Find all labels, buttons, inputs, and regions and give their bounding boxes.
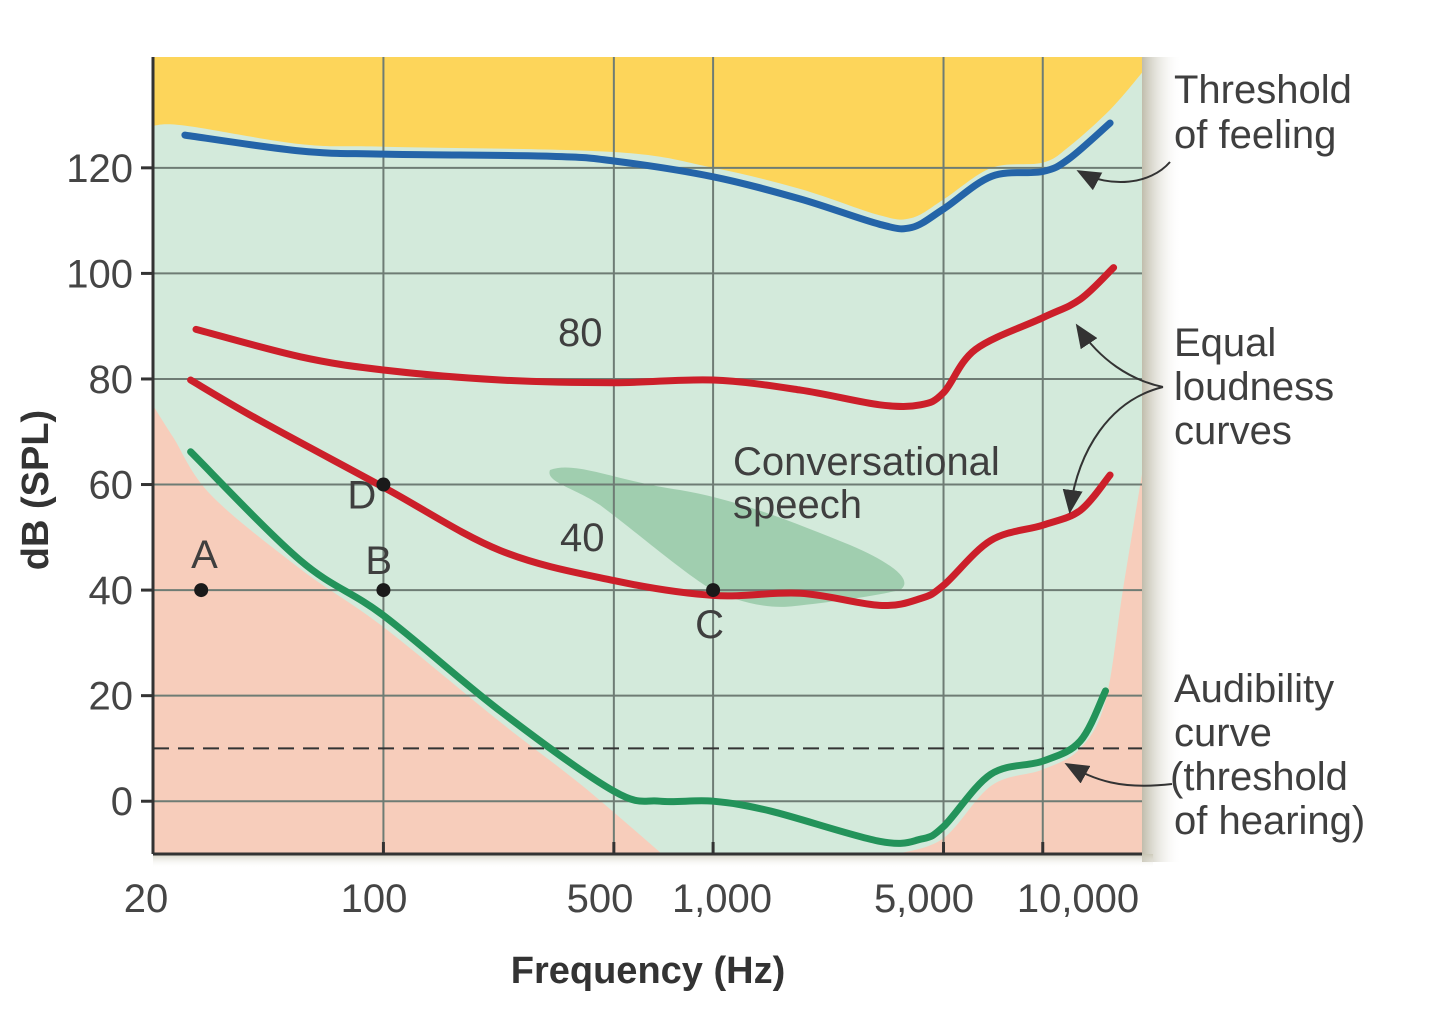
point-label-B: B [365,539,392,583]
point-D [376,477,391,492]
speech-label-line2: speech [733,483,862,527]
y-tick-label-0: 0 [111,780,133,824]
audibility-label-line3: (threshold [1170,755,1348,799]
feeling-label-line1: Threshold [1174,68,1352,112]
audibility-label-line1: Audibility [1174,667,1334,711]
y-tick-label-80: 80 [89,358,134,402]
y-tick-label-120: 120 [66,147,133,191]
plot-area [141,57,1142,856]
point-label-D: D [347,474,376,518]
equal-label-line3: curves [1174,409,1292,453]
audibility-arrow [1064,763,1173,787]
inaudible-region-high [896,474,1142,854]
y-axis-title: dB (SPL) [15,410,57,570]
point-C [706,583,721,598]
audibility-curve-curve [187,448,1109,847]
chart-labels: A B C D 80 40 0 20 40 60 80 100 120 20 100 500 1,000 5,00… [66,147,1139,921]
conversational-speech-region [549,467,905,607]
x-tick-label-100: 100 [341,877,408,921]
x-tick-label-1000: 1,000 [672,877,772,921]
equal-label-line1: Equal [1174,321,1276,365]
y-tick-label-60: 60 [89,464,134,508]
curve-label-40: 40 [560,516,605,560]
audibility-label-line4: of hearing) [1174,799,1365,843]
equal-loudness-80-curve [192,264,1118,411]
feeling-label-line2: of feeling [1174,113,1336,157]
equal-arrow-40 [1062,386,1164,514]
x-tick-label-10000: 10,000 [1017,877,1139,921]
inaudible-region-low [153,405,662,854]
threshold-of-feeling-curve [181,119,1114,233]
x-tick-label-500: 500 [567,877,634,921]
point-A [194,583,209,598]
plot-shadow-bottom [153,854,1153,868]
point-B [376,583,391,598]
y-tick-label-40: 40 [89,569,134,613]
x-tick-label-20: 20 [124,877,169,921]
point-label-C: C [695,603,724,647]
plot-shadow-right [1142,57,1182,862]
y-tick-label-100: 100 [66,252,133,296]
feeling-region [153,57,1142,220]
speech-label-line1: Conversational [733,440,1000,484]
audibility-label-line2: curve [1174,711,1272,755]
x-tick-label-5000: 5,000 [874,877,974,921]
y-tick-label-20: 20 [89,675,134,719]
equal-label-line2: loudness [1174,365,1334,409]
point-label-A: A [191,533,218,577]
feeling-arrow [1076,161,1171,191]
equal-arrow-80 [1075,323,1164,388]
curve-label-80: 80 [558,311,603,355]
x-axis-title: Frequency (Hz) [511,950,785,992]
